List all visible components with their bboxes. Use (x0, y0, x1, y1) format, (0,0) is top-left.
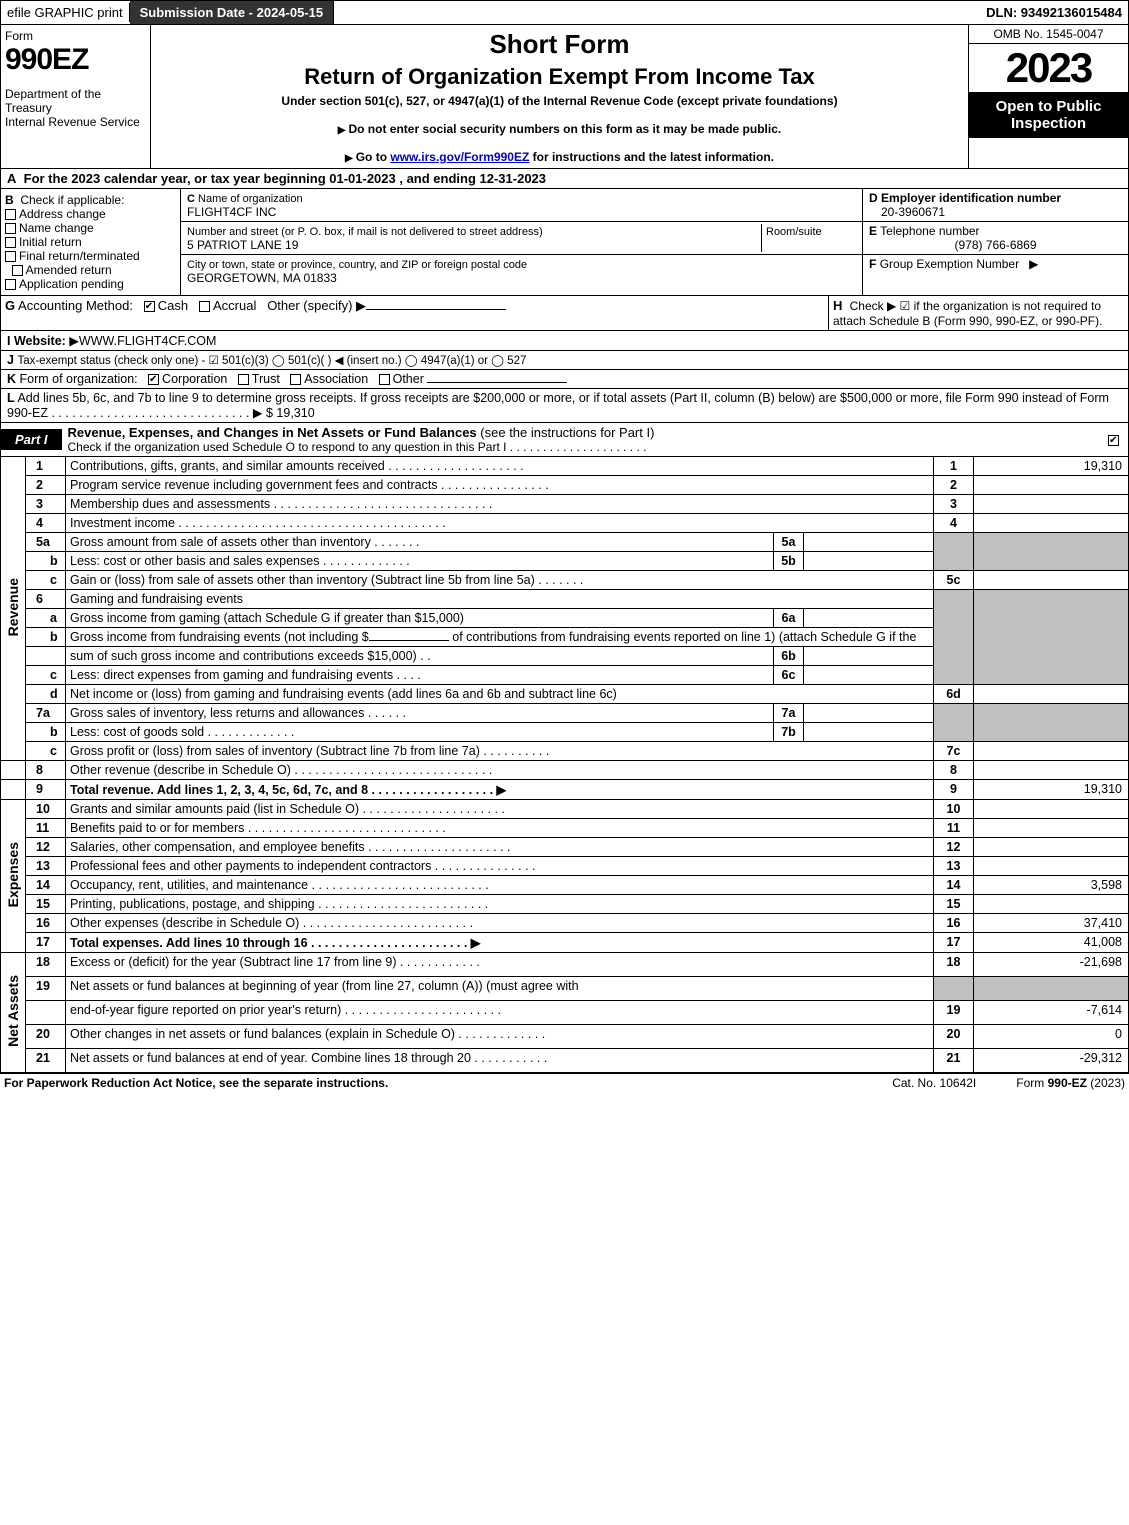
corp-checkbox[interactable] (148, 374, 159, 385)
schedule-o-checkbox[interactable] (1108, 435, 1119, 446)
line-21-value: -29,312 (974, 1048, 1129, 1072)
gross-receipts: $ 19,310 (266, 406, 315, 420)
form-label: Form (5, 29, 146, 43)
omb-number: OMB No. 1545-0047 (969, 25, 1128, 44)
line-16-value: 37,410 (974, 914, 1129, 933)
warn-text: Do not enter social security numbers on … (348, 122, 781, 136)
submission-date-button[interactable]: Submission Date - 2024-05-15 (130, 1, 335, 24)
section-a: A For the 2023 calendar year, or tax yea… (0, 169, 1129, 189)
form-number: 990EZ (5, 43, 146, 77)
accounting-method: Accounting Method: (18, 298, 133, 313)
trust-checkbox[interactable] (238, 374, 249, 385)
dept-label: Department of the Treasury Internal Reve… (5, 87, 146, 129)
org-city: GEORGETOWN, MA 01833 (187, 271, 337, 285)
part-1-header: Part I Revenue, Expenses, and Changes in… (0, 423, 1129, 457)
finance-table: Revenue 1Contributions, gifts, grants, a… (0, 457, 1129, 1073)
amended-return-checkbox[interactable] (12, 265, 23, 276)
check-if-applicable: Check if applicable: (20, 193, 124, 207)
phone: (978) 766-6869 (869, 238, 1122, 252)
dln-label: DLN: 93492136015484 (980, 3, 1128, 22)
initial-return-checkbox[interactable] (5, 237, 16, 248)
goto-text: Go to www.irs.gov/Form990EZ for instruct… (356, 150, 774, 164)
ein: 20-3960671 (869, 205, 945, 219)
form-title-1: Short Form (159, 29, 960, 60)
identity-block: B Check if applicable: Address change Na… (0, 189, 1129, 296)
line-l-text: Add lines 5b, 6c, and 7b to line 9 to de… (7, 391, 1109, 420)
cash-checkbox[interactable] (144, 301, 155, 312)
line-14-value: 3,598 (974, 876, 1129, 895)
inspection-badge: Open to Public Inspection (969, 92, 1128, 138)
irs-link[interactable]: www.irs.gov/Form990EZ (390, 150, 529, 164)
efile-label: efile GRAPHIC print (1, 3, 130, 22)
other-method-input[interactable] (366, 309, 506, 310)
line-20-value: 0 (974, 1024, 1129, 1048)
tax-exempt-status: Tax-exempt status (check only one) - ☑ 5… (17, 355, 526, 367)
page-footer: For Paperwork Reduction Act Notice, see … (0, 1073, 1129, 1092)
application-pending-checkbox[interactable] (5, 279, 16, 290)
final-return-checkbox[interactable] (5, 251, 16, 262)
line-19-value: -7,614 (974, 1000, 1129, 1024)
line-18-value: -21,698 (974, 953, 1129, 977)
address-change-checkbox[interactable] (5, 209, 16, 220)
tax-year: 2023 (969, 44, 1128, 92)
org-name: FLIGHT4CF INC (187, 205, 276, 219)
org-street: 5 PATRIOT LANE 19 (187, 238, 298, 252)
form-subtitle: Under section 501(c), 527, or 4947(a)(1)… (159, 94, 960, 108)
top-bar: efile GRAPHIC print Submission Date - 20… (0, 0, 1129, 25)
total-revenue: 19,310 (974, 780, 1129, 800)
name-change-checkbox[interactable] (5, 223, 16, 234)
other-org-checkbox[interactable] (379, 374, 390, 385)
schedule-b-check: Check ▶ ☑ if the organization is not req… (833, 299, 1102, 328)
form-header: Form 990EZ Department of the Treasury In… (0, 25, 1129, 169)
total-expenses: 41,008 (974, 933, 1129, 953)
accrual-checkbox[interactable] (199, 301, 210, 312)
assoc-checkbox[interactable] (290, 374, 301, 385)
line-1-value: 19,310 (974, 457, 1129, 476)
form-title-2: Return of Organization Exempt From Incom… (159, 64, 960, 90)
website: WWW.FLIGHT4CF.COM (79, 334, 217, 348)
